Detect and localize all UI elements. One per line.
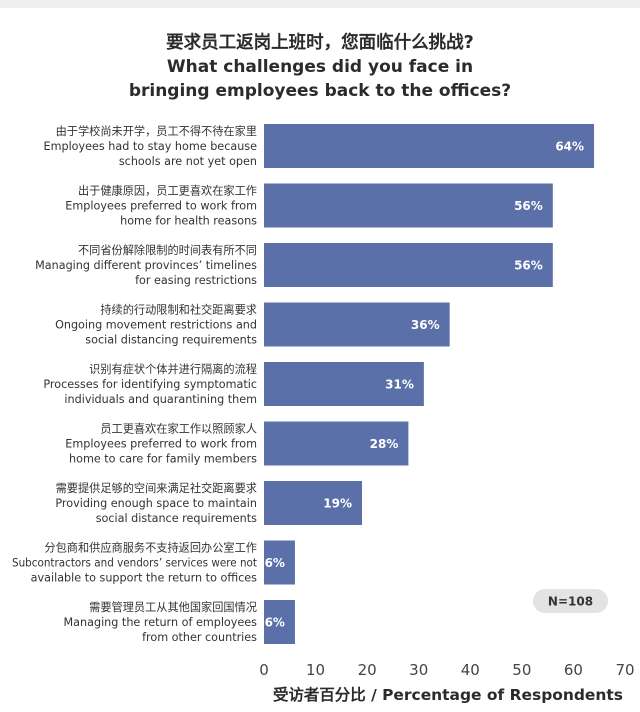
category-label-7-line-3: social distance requirements xyxy=(96,512,257,525)
bar-value-label-5: 31% xyxy=(385,378,414,392)
sample-size-badge xyxy=(533,589,608,613)
category-label-6-line-3: home to care for family members xyxy=(69,453,257,466)
category-label-9-line-3: from other countries xyxy=(142,631,257,644)
category-label-3-line-1: 不同省份解除限制的时间表有所不同 xyxy=(78,243,257,257)
x-tick-label-50: 50 xyxy=(512,661,531,679)
category-label-8-line-1: 分包商和供应商服务不支持返回办公室工作 xyxy=(44,541,257,555)
x-axis-title: 受访者百分比 / Percentage of Respondents xyxy=(273,685,623,704)
category-label-5-line-2: Processes for identifying symptomatic xyxy=(43,378,257,391)
category-label-1-line-3: schools are not yet open xyxy=(119,155,257,168)
bar-value-label-7: 19% xyxy=(323,497,352,511)
bar-value-label-3: 56% xyxy=(514,259,543,273)
top-band xyxy=(0,0,640,8)
x-tick-label-40: 40 xyxy=(461,661,480,679)
x-tick-label-10: 10 xyxy=(306,661,325,679)
bar-3 xyxy=(264,243,553,287)
x-tick-label-20: 20 xyxy=(358,661,377,679)
bar-5 xyxy=(264,362,424,406)
bar-6 xyxy=(264,421,409,466)
category-label-9-line-2: Managing the return of employees xyxy=(64,616,258,629)
category-label-8-line-3: available to support the return to offic… xyxy=(31,572,258,585)
bar-2 xyxy=(264,183,553,228)
category-label-8-line-2: Subcontractors and vendors’ services wer… xyxy=(12,557,258,570)
bar-value-label-1: 64% xyxy=(555,140,584,154)
bar-1 xyxy=(264,124,595,168)
sample-size-text: N=108 xyxy=(548,595,593,609)
category-label-9-line-1: 需要管理员工从其他国家回国情况 xyxy=(89,600,257,614)
category-label-7-line-1: 需要提供足够的空间来满足社交距离要求 xyxy=(56,481,257,495)
bar-7 xyxy=(264,481,362,525)
bars: 64% 56% 56% 36% 31% 28% 19% 6% 6% xyxy=(264,124,595,644)
bar-value-label-4: 36% xyxy=(411,318,440,332)
category-label-6-line-2: Employees preferred to work from xyxy=(65,438,257,451)
category-label-4-line-3: social distancing requirements xyxy=(85,334,257,347)
category-label-1-line-1: 由于学校尚未开学，员工不得不待在家里 xyxy=(56,124,257,138)
bar-8 xyxy=(264,540,295,585)
x-tick-label-0: 0 xyxy=(259,661,269,679)
category-label-5-line-3: individuals and quarantining them xyxy=(64,393,257,406)
chart-title: 要求员工返岗上班时，您面临什么挑战? What challenges did yo… xyxy=(129,32,511,101)
bar-value-label-8: 6% xyxy=(265,556,285,570)
category-label-2-line-2: Employees preferred to work from xyxy=(65,200,257,213)
sample-size-note: N=108 xyxy=(533,589,608,613)
x-tick-label-30: 30 xyxy=(409,661,428,679)
bar-value-label-9: 6% xyxy=(265,616,285,630)
category-label-6-line-1: 员工更喜欢在家工作以照顾家人 xyxy=(100,422,257,436)
category-label-7-line-2: Providing enough space to maintain xyxy=(55,497,257,510)
category-label-2-line-1: 出于健康原因，员工更喜欢在家工作 xyxy=(78,184,257,198)
chart-title-line-1: 要求员工返岗上班时，您面临什么挑战? xyxy=(166,32,474,53)
x-tick-label-60: 60 xyxy=(564,661,583,679)
category-label-5-line-1: 识别有症状个体并进行隔离的流程 xyxy=(89,362,257,376)
category-labels: 由于学校尚未开学，员工不得不待在家里 Employees had to stay … xyxy=(12,124,258,644)
bar-4 xyxy=(264,302,450,347)
chart-title-line-3: bringing employees back to the offices? xyxy=(129,81,511,101)
x-axis: 0 10 20 30 40 50 60 70 受访者百分比 / Percentage of Re… xyxy=(259,661,634,704)
category-label-3-line-3: for easing restrictions xyxy=(135,274,257,287)
category-label-2-line-3: home for health reasons xyxy=(120,215,257,228)
category-label-1-line-2: Employees had to stay home because xyxy=(44,140,258,153)
category-label-4-line-2: Ongoing movement restrictions and xyxy=(55,319,257,332)
x-tick-label-70: 70 xyxy=(615,661,634,679)
category-label-3-line-2: Managing different provinces’ timelines xyxy=(35,259,257,272)
bar-value-label-6: 28% xyxy=(370,437,399,451)
chart-title-line-2: What challenges did you face in xyxy=(167,57,473,77)
bar-9 xyxy=(264,600,295,644)
category-label-4-line-1: 持续的行动限制和社交距离要求 xyxy=(100,303,257,317)
bar-value-label-2: 56% xyxy=(514,199,543,213)
